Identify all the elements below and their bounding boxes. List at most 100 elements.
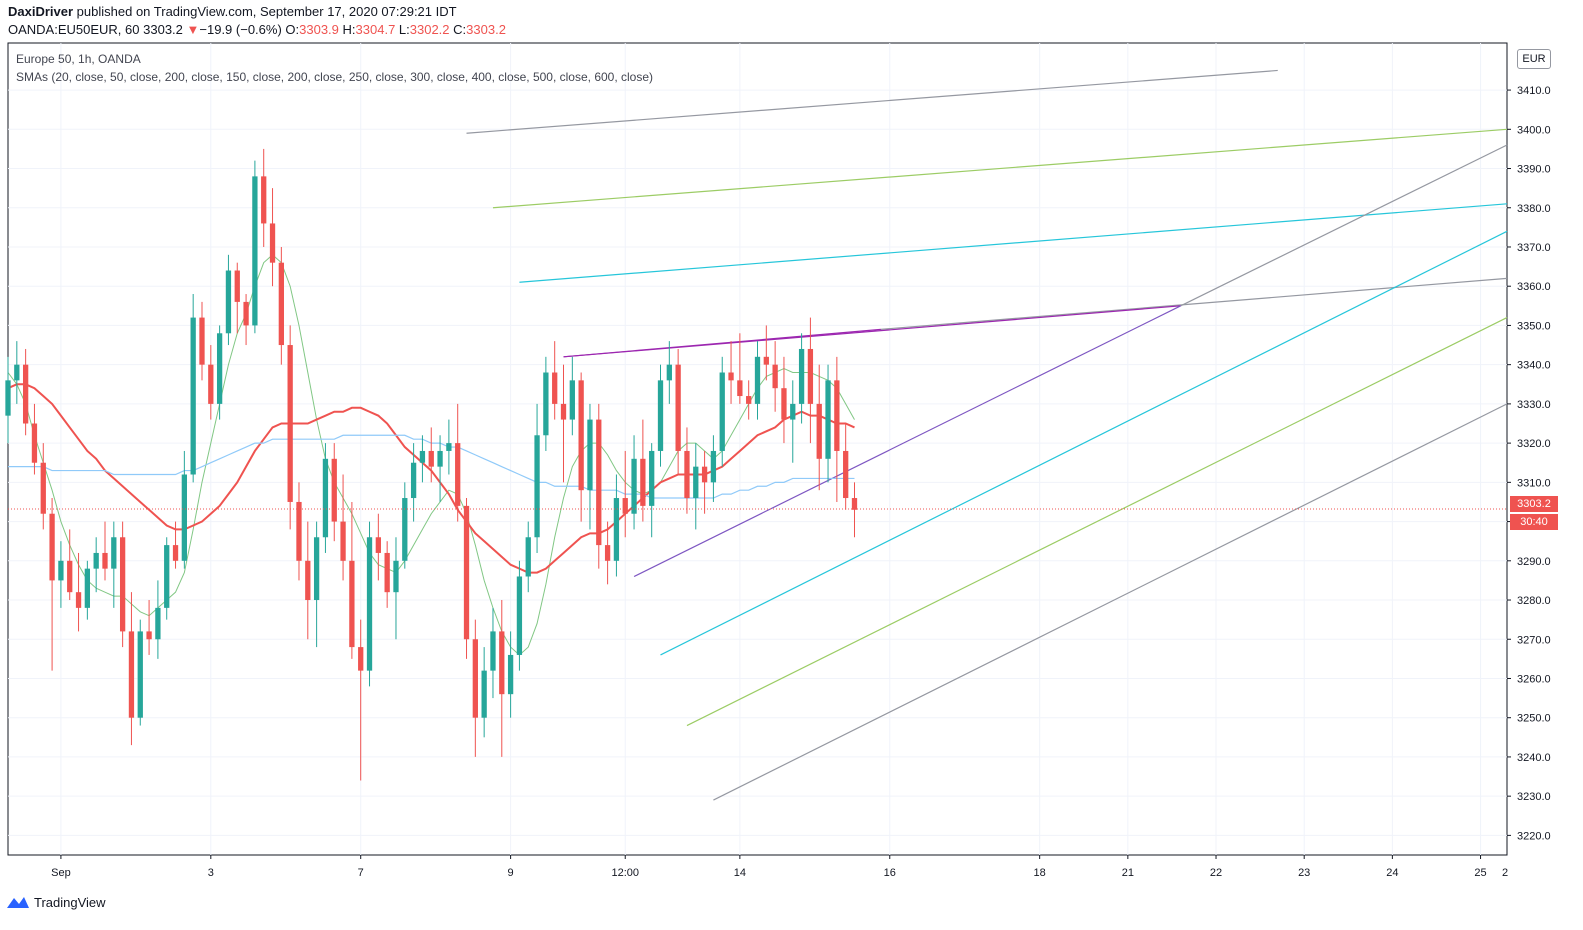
candle-body <box>128 631 135 718</box>
candle-body <box>790 403 796 420</box>
y-tick-label: 3320.0 <box>1517 438 1551 450</box>
candle-body <box>269 223 276 263</box>
y-tick-label: 3310.0 <box>1517 477 1551 489</box>
candle-body <box>631 458 637 514</box>
candle-body <box>701 466 708 483</box>
y-tick-label: 3350.0 <box>1517 320 1551 332</box>
y-tick-label: 3270.0 <box>1517 634 1551 646</box>
candle-body <box>49 513 55 581</box>
open-label: O: <box>285 22 300 37</box>
candle-body <box>728 372 734 381</box>
candle-body <box>75 592 82 608</box>
fib-line-3 <box>519 203 1508 283</box>
candle-body <box>719 372 725 451</box>
candle-body <box>684 450 690 499</box>
y-tick-label: 3410.0 <box>1517 85 1551 97</box>
x-tick-label: 22 <box>1210 867 1222 879</box>
candle-body <box>772 364 778 389</box>
x-tick-label: 18 <box>1034 867 1046 879</box>
candle-body <box>798 348 805 404</box>
y-tick-label: 3340.0 <box>1517 360 1551 372</box>
candle-body <box>243 301 249 326</box>
candle-body <box>525 537 531 577</box>
candle-body <box>366 537 373 671</box>
y-tick-label: 3280.0 <box>1517 595 1551 607</box>
candle-body <box>657 380 664 451</box>
candle-body <box>40 462 46 514</box>
candle-body <box>216 333 223 404</box>
plot-frame <box>7 42 1508 856</box>
candle-body <box>578 380 584 491</box>
indicator-legend: SMAs (20, close, 50, close, 200, close, … <box>16 70 654 84</box>
candle-body <box>640 458 646 506</box>
candle-body <box>710 450 717 483</box>
candle-body <box>252 176 258 326</box>
candle-body <box>119 537 126 632</box>
close-label: C: <box>453 22 467 37</box>
candle-body <box>393 560 399 593</box>
channel-rising-upper <box>563 305 1181 358</box>
fan-4 <box>713 403 1508 801</box>
candle-body <box>102 552 108 569</box>
candle-body <box>234 270 240 302</box>
channel-lower <box>633 305 1182 578</box>
candle-body <box>146 631 152 640</box>
x-tick-label: 24 <box>1386 867 1398 879</box>
high-value: 3304.7 <box>355 22 396 37</box>
candle-body <box>164 545 170 608</box>
candle-body <box>649 450 655 506</box>
candle-body <box>569 380 575 420</box>
x-tick-label: 9 <box>508 867 514 879</box>
candle-body <box>278 262 284 346</box>
tradingview-brand: TradingView <box>34 894 106 910</box>
candle-body <box>543 372 549 436</box>
candle-body <box>225 270 232 334</box>
candle-body <box>358 647 364 671</box>
currency-button[interactable]: EUR <box>1517 49 1551 69</box>
candle-body <box>349 560 355 648</box>
candle-body <box>22 364 29 424</box>
candle-body <box>5 380 11 416</box>
candle-body <box>499 631 505 695</box>
low-value: 3302.2 <box>409 22 450 37</box>
candle-body <box>419 450 426 463</box>
last-price: 3303.2 <box>143 22 183 37</box>
candle-body <box>322 458 329 538</box>
x-tick-label: Sep <box>51 867 71 879</box>
publish-text: published on TradingView.com, September … <box>76 4 457 19</box>
y-tick-label: 3370.0 <box>1517 242 1551 254</box>
x-tick-label: 12:00 <box>611 867 639 879</box>
candle-body <box>481 670 487 718</box>
author-name[interactable]: DaxiDriver <box>8 4 74 19</box>
candle-body <box>455 443 461 506</box>
candle-body <box>507 654 514 695</box>
candle-body <box>340 521 346 561</box>
candle-body <box>693 466 699 499</box>
x-tick-label: 16 <box>884 867 896 879</box>
fan-3 <box>686 317 1508 727</box>
candle-body <box>851 498 858 510</box>
tradingview-logo[interactable]: TradingView <box>6 893 106 911</box>
low-label: L: <box>398 22 410 37</box>
high-label: H: <box>342 22 356 37</box>
candle-body <box>472 639 478 718</box>
candle-body <box>534 435 540 538</box>
change-value: −19.9 (−0.6%) <box>199 22 282 37</box>
candle-body <box>816 403 822 459</box>
candle-body <box>613 498 620 561</box>
current-price-tag: 3303.2 <box>1510 496 1558 512</box>
candle-body <box>746 396 752 404</box>
close-value: 3303.2 <box>466 22 506 37</box>
bar-countdown-tag: 30:40 <box>1510 514 1558 530</box>
fib-line-1 <box>466 69 1278 134</box>
candle-body <box>305 560 311 601</box>
candle-body <box>31 423 38 463</box>
y-tick-label: 3380.0 <box>1517 203 1551 215</box>
fan-2 <box>660 230 1508 656</box>
publish-info: DaxiDriver published on TradingView.com,… <box>8 4 457 19</box>
y-tick-label: 3400.0 <box>1517 124 1551 136</box>
chart-title: Europe 50, 1h, OANDA <box>16 52 141 66</box>
candle-body <box>437 450 443 467</box>
y-tick-label: 3250.0 <box>1517 713 1551 725</box>
